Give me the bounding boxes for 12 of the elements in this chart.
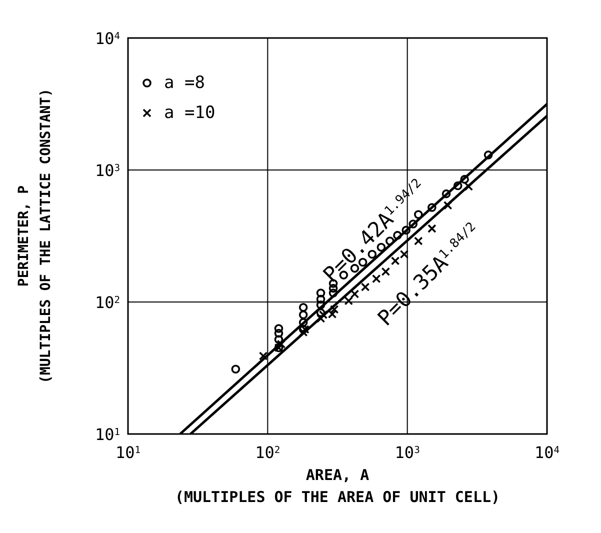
x-tick-label: 10$^{3}$: [394, 443, 420, 462]
x-tick-label: 10$^{2}$: [255, 443, 280, 462]
legend-label: a =8: [164, 73, 205, 93]
y-tick-label: 10$^{1}$: [94, 425, 120, 444]
y-tick-label: 10$^{3}$: [94, 161, 120, 180]
y-tick-label: 10$^{2}$: [94, 293, 120, 312]
x-tick-label: 10$^{4}$: [534, 443, 560, 462]
legend-label: a =10: [164, 103, 216, 123]
y-axis-title: PERIMETER, P (MULTIPLES OF THE LATTICE CONSTANT): [16, 88, 54, 384]
y-tick-label: 10$^{4}$: [94, 29, 120, 48]
x-axis-title: AREA, A (MULTIPLES OF THE AREA OF UNIT CELL): [174, 466, 500, 506]
x-tick-label: 10$^{1}$: [115, 443, 141, 462]
